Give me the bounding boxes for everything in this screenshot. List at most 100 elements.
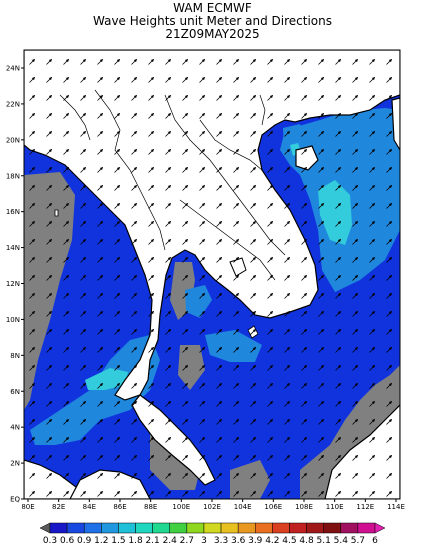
direction-arrow bbox=[63, 382, 70, 389]
direction-arrow bbox=[114, 184, 121, 191]
colorbar-swatch bbox=[101, 522, 119, 534]
direction-arrow bbox=[46, 238, 53, 245]
direction-arrow bbox=[369, 328, 376, 335]
direction-arrow bbox=[97, 148, 104, 155]
direction-arrow bbox=[148, 184, 155, 191]
direction-arrow bbox=[131, 310, 138, 317]
direction-arrow bbox=[216, 184, 223, 191]
direction-arrow bbox=[318, 436, 325, 443]
direction-arrow bbox=[318, 256, 325, 263]
direction-arrow bbox=[29, 364, 36, 371]
direction-arrow bbox=[114, 364, 121, 371]
direction-arrow bbox=[199, 112, 206, 119]
direction-arrow bbox=[46, 436, 53, 443]
direction-arrow bbox=[386, 454, 393, 461]
direction-arrow bbox=[182, 382, 189, 389]
direction-arrow bbox=[386, 112, 393, 119]
direction-arrow bbox=[216, 418, 223, 425]
direction-arrow bbox=[284, 202, 291, 209]
direction-arrow bbox=[318, 148, 325, 155]
direction-arrow bbox=[369, 400, 376, 407]
direction-arrow bbox=[29, 310, 36, 317]
direction-arrow bbox=[182, 202, 189, 209]
direction-arrow bbox=[352, 382, 359, 389]
direction-arrow bbox=[352, 274, 359, 281]
direction-arrow bbox=[335, 130, 342, 137]
direction-arrow bbox=[199, 94, 206, 101]
direction-arrow bbox=[233, 292, 240, 299]
direction-arrow bbox=[63, 58, 70, 65]
direction-arrow bbox=[369, 418, 376, 425]
direction-arrow bbox=[182, 238, 189, 245]
direction-arrow bbox=[63, 130, 70, 137]
direction-arrow bbox=[63, 436, 70, 443]
direction-arrow bbox=[386, 346, 393, 353]
direction-arrow bbox=[29, 346, 36, 353]
direction-arrow bbox=[301, 166, 308, 173]
direction-arrow bbox=[165, 76, 172, 83]
direction-arrow bbox=[63, 148, 70, 155]
direction-arrow bbox=[318, 184, 325, 191]
direction-arrow bbox=[386, 76, 393, 83]
direction-arrow bbox=[46, 220, 53, 227]
colorbar-label: 0.9 bbox=[77, 536, 92, 546]
direction-arrow bbox=[199, 148, 206, 155]
direction-arrow bbox=[199, 454, 206, 461]
direction-arrow bbox=[80, 58, 87, 65]
direction-arrow bbox=[29, 76, 36, 83]
direction-arrow bbox=[369, 364, 376, 371]
direction-arrow bbox=[335, 310, 342, 317]
direction-arrow bbox=[29, 148, 36, 155]
direction-arrow bbox=[29, 328, 36, 335]
direction-arrow bbox=[114, 274, 121, 281]
direction-arrow bbox=[301, 364, 308, 371]
direction-arrow bbox=[301, 184, 308, 191]
direction-arrow bbox=[182, 328, 189, 335]
x-tick-label: 104E bbox=[234, 503, 252, 511]
direction-arrow bbox=[131, 130, 138, 137]
direction-arrow bbox=[114, 76, 121, 83]
direction-arrow bbox=[216, 382, 223, 389]
direction-arrow bbox=[318, 292, 325, 299]
direction-arrow bbox=[301, 382, 308, 389]
direction-arrow bbox=[301, 292, 308, 299]
direction-arrow bbox=[352, 454, 359, 461]
direction-arrow bbox=[318, 58, 325, 65]
direction-arrow bbox=[250, 256, 257, 263]
direction-arrow bbox=[335, 328, 342, 335]
direction-arrow bbox=[301, 454, 308, 461]
direction-arrow bbox=[386, 274, 393, 281]
direction-arrow bbox=[267, 472, 274, 479]
direction-arrow bbox=[250, 76, 257, 83]
colorbar-label: 4.2 bbox=[265, 536, 279, 546]
direction-arrow bbox=[46, 454, 53, 461]
direction-arrow bbox=[301, 94, 308, 101]
direction-arrow bbox=[199, 346, 206, 353]
colorbar-swatch bbox=[237, 522, 256, 534]
direction-arrow bbox=[46, 184, 53, 191]
direction-arrow bbox=[29, 274, 36, 281]
direction-arrow bbox=[284, 112, 291, 119]
direction-arrow bbox=[284, 256, 291, 263]
direction-arrow bbox=[80, 166, 87, 173]
direction-arrow bbox=[148, 76, 155, 83]
direction-arrow bbox=[233, 472, 240, 479]
direction-arrow bbox=[131, 256, 138, 263]
direction-arrow bbox=[335, 220, 342, 227]
direction-arrow bbox=[284, 328, 291, 335]
direction-arrow bbox=[97, 328, 104, 335]
direction-arrow bbox=[216, 202, 223, 209]
direction-arrow bbox=[148, 292, 155, 299]
title-line-variable: Wave Heights unit Meter and Directions bbox=[93, 14, 332, 28]
direction-arrow bbox=[233, 76, 240, 83]
direction-arrow bbox=[80, 148, 87, 155]
direction-arrow bbox=[165, 274, 172, 281]
direction-arrow bbox=[97, 76, 104, 83]
direction-arrow bbox=[250, 310, 257, 317]
direction-arrow bbox=[335, 166, 342, 173]
direction-arrow bbox=[63, 292, 70, 299]
land-sumatra-east bbox=[69, 469, 151, 499]
direction-arrow bbox=[250, 184, 257, 191]
direction-arrow bbox=[97, 130, 104, 137]
